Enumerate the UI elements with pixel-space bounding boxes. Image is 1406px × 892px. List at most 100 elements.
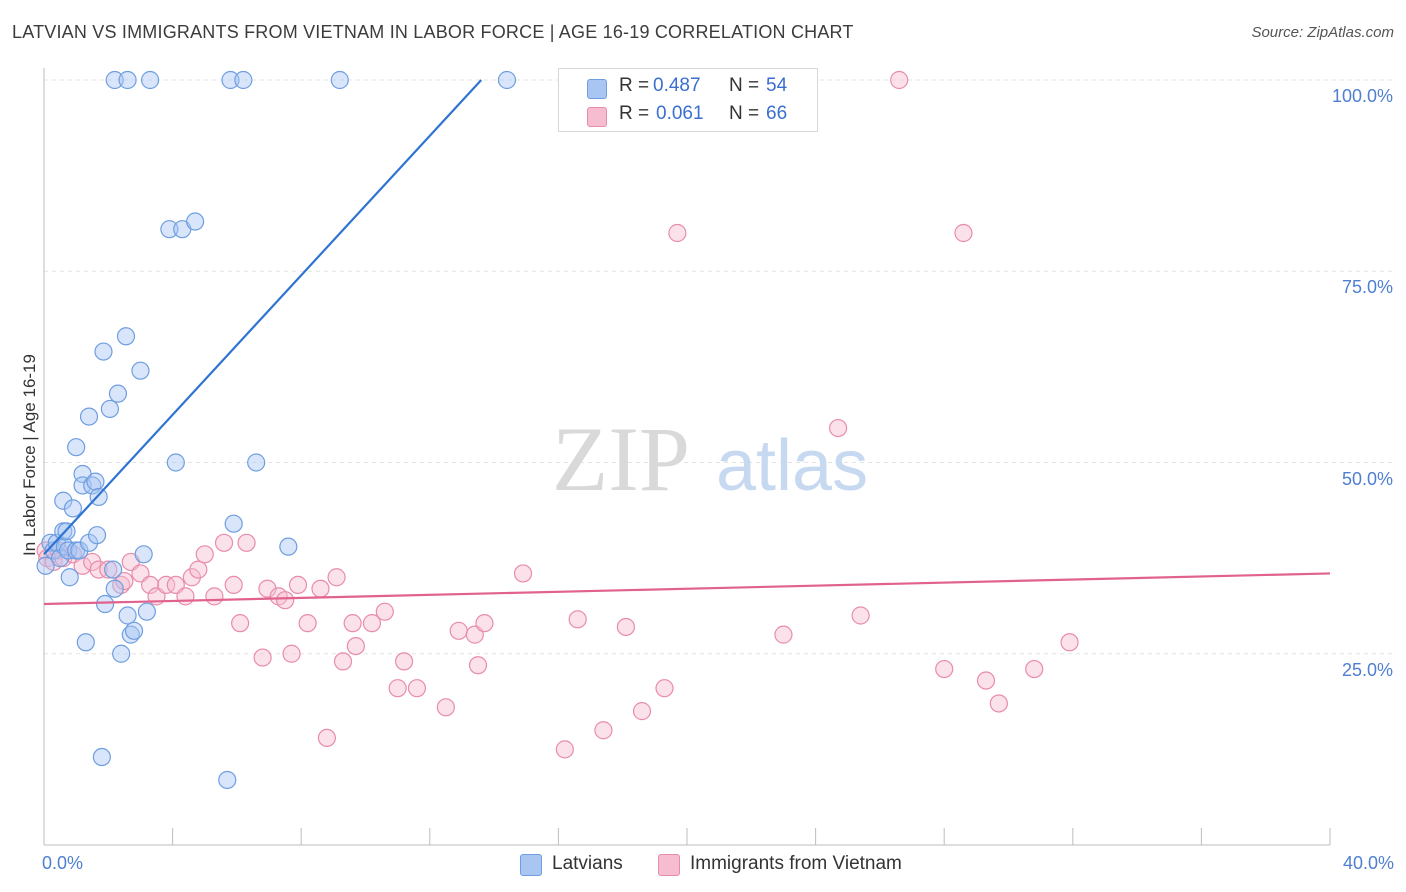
- vietnam-point: [189, 560, 208, 579]
- latvians-point: [60, 568, 79, 587]
- r-label: R =: [619, 75, 650, 96]
- vietnam-point: [851, 606, 870, 625]
- vietnam-point: [282, 644, 301, 663]
- vietnam-point: [935, 659, 954, 679]
- vietnam-point: [362, 614, 382, 633]
- vietnam-point: [475, 614, 494, 633]
- latvians-point: [94, 342, 113, 361]
- vietnam-point: [594, 721, 613, 740]
- latvians-point: [140, 70, 160, 90]
- latvians-point: [160, 220, 179, 239]
- vietnam-point: [237, 533, 256, 552]
- vietnam-point: [388, 679, 407, 698]
- vietnam-point: [224, 575, 243, 595]
- vietnam-point: [327, 568, 346, 587]
- vietnam-point: [195, 545, 214, 564]
- vietnam-point: [394, 652, 414, 671]
- latvians-point: [221, 70, 240, 90]
- vietnam-point: [668, 223, 687, 243]
- latvians-point: [100, 399, 120, 419]
- latvians-point: [224, 514, 243, 533]
- stats-box: R = 0.487 N = 54 R = 0.061 N = 66: [558, 68, 818, 132]
- vietnam-point: [89, 560, 108, 579]
- latvians-point: [112, 644, 131, 663]
- latvians-point: [92, 747, 111, 767]
- latvians-point: [105, 70, 124, 90]
- vietnam-point: [632, 702, 652, 721]
- latvians-point: [104, 560, 123, 579]
- series-vietnam-points: [36, 70, 1079, 759]
- watermark: ZIP atlas: [552, 408, 868, 510]
- vietnam-point: [214, 533, 234, 552]
- r-value: 0.487: [653, 75, 701, 96]
- vietnam-point: [774, 625, 793, 644]
- latvians-point: [234, 70, 253, 90]
- n-value: 66: [766, 103, 788, 124]
- latvians-point: [118, 606, 137, 625]
- latvians-point: [497, 70, 517, 90]
- legend-vietnam-swatch: [658, 854, 680, 876]
- vietnam-point: [989, 694, 1008, 713]
- latvians-point: [67, 438, 86, 457]
- latvians-point: [108, 384, 128, 403]
- vietnam-point: [333, 652, 353, 671]
- axes: [43, 68, 1331, 846]
- vietnam-point: [436, 698, 455, 717]
- latvians-point: [105, 579, 124, 598]
- x-tick-label-max: 40.0%: [1342, 853, 1394, 873]
- latvians-point: [95, 594, 115, 614]
- vietnam-point: [231, 614, 250, 633]
- latvians-point: [87, 526, 107, 545]
- watermark-atlas: atlas: [716, 426, 868, 506]
- latvians-point: [166, 453, 185, 472]
- latvians-point: [137, 602, 156, 621]
- latvians-point: [247, 453, 266, 472]
- y-tick-label-75: 75.0%: [1341, 277, 1393, 298]
- trend-line-latvians: [43, 79, 483, 556]
- vietnam-point: [976, 671, 996, 690]
- vietnam-point: [253, 648, 272, 667]
- trend-line-vietnam: [43, 572, 1331, 606]
- latvians-point: [116, 327, 136, 346]
- legend-latvians-swatch: [520, 854, 542, 876]
- latvians-point: [70, 541, 89, 560]
- chart-source: Source: ZipAtlas.com: [1251, 24, 1394, 41]
- latvians-swatch: [587, 79, 607, 99]
- vietnam-point: [311, 579, 330, 598]
- vietnam-point: [288, 575, 308, 595]
- vietnam-point: [343, 614, 362, 633]
- latvians-point: [218, 770, 237, 790]
- chart-title: LATVIAN VS IMMIGRANTS FROM VIETNAM IN LA…: [12, 22, 854, 42]
- n-label: N =: [729, 103, 760, 124]
- latvians-point: [76, 633, 95, 652]
- latvians-point: [54, 491, 73, 510]
- vietnam-point: [205, 587, 224, 606]
- vietnam-point: [115, 571, 134, 591]
- trend-lines: [43, 79, 1331, 606]
- latvians-point: [118, 70, 137, 90]
- vietnam-point: [176, 587, 195, 606]
- vietnam-point: [99, 560, 118, 579]
- n-label: N =: [729, 75, 760, 96]
- latvians-point: [186, 212, 205, 231]
- grid-lines: [44, 79, 1392, 655]
- latvians-point: [124, 621, 144, 640]
- legend-latvians-label: Latvians: [552, 853, 623, 874]
- vietnam-point: [468, 656, 488, 675]
- vietnam-point: [829, 418, 848, 438]
- vietnam-point: [568, 610, 587, 629]
- latvians-point: [86, 472, 105, 491]
- watermark-zip: ZIP: [552, 408, 690, 510]
- y-tick-label-50: 50.0%: [1341, 468, 1393, 489]
- y-tick-label-25: 25.0%: [1341, 659, 1393, 680]
- y-axis-label: In Labor Force | Age 16-19: [20, 354, 39, 556]
- stats-row-latvians: R = 0.487 N = 54: [559, 75, 817, 103]
- latvians-point: [131, 361, 150, 380]
- stats-row-vietnam: R = 0.061 N = 66: [559, 103, 817, 131]
- vietnam-swatch: [587, 107, 607, 127]
- r-value: 0.061: [656, 103, 704, 124]
- series-latvians-points: [36, 70, 517, 790]
- latvians-point: [134, 545, 153, 564]
- latvians-point: [279, 537, 298, 556]
